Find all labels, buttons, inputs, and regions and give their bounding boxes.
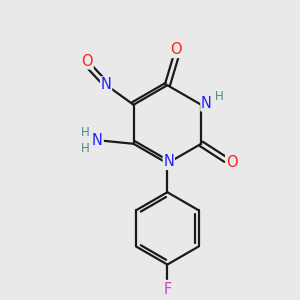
Text: N: N: [92, 134, 103, 148]
Text: O: O: [226, 155, 237, 170]
Text: H: H: [81, 142, 89, 155]
Text: H: H: [81, 126, 89, 139]
Text: O: O: [81, 54, 93, 69]
Text: N: N: [201, 96, 212, 111]
Text: H: H: [215, 90, 224, 103]
Text: N: N: [100, 77, 112, 92]
Text: F: F: [163, 282, 172, 297]
Text: N: N: [164, 154, 174, 169]
Text: O: O: [170, 42, 182, 57]
